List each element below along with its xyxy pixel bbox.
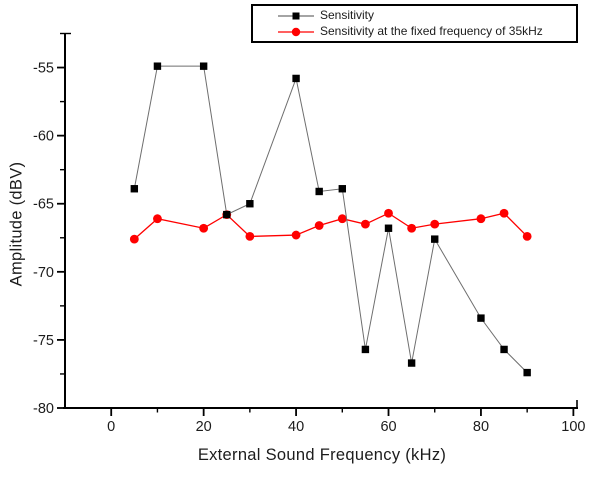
data-marker-square: [431, 235, 439, 243]
legend-item-fixed-frequency: Sensitivity at the fixed frequency of 35…: [278, 24, 576, 39]
data-marker-square: [477, 314, 485, 322]
y-tick-label: -80: [33, 401, 54, 417]
series-line-1: [133, 212, 528, 240]
data-marker-square: [384, 224, 393, 232]
data-marker-square: [292, 74, 300, 83]
data-marker-square: [153, 62, 162, 70]
data-marker-circle: [384, 208, 393, 218]
data-marker-circle: [361, 219, 370, 229]
data-marker-square: [361, 345, 370, 354]
x-tick-label: 20: [196, 419, 212, 435]
data-marker-circle: [522, 232, 532, 241]
data-marker-square: [523, 368, 531, 377]
data-marker-circle: [430, 219, 440, 229]
x-axis-title: External Sound Frequency (kHz): [197, 446, 447, 464]
legend: Sensitivity Sensitivity at the fixed fre…: [251, 4, 578, 43]
x-tick-label: 100: [561, 419, 585, 435]
y-tick-label: -60: [33, 129, 54, 145]
data-marker-circle: [153, 214, 162, 224]
black-square-line-icon: [278, 12, 314, 19]
data-marker-square: [315, 187, 323, 196]
legend-label-fixed-frequency: Sensitivity at the fixed frequency of 35…: [320, 24, 543, 38]
data-marker-square: [407, 359, 416, 367]
data-marker-square: [223, 210, 231, 219]
data-marker-square: [246, 200, 254, 208]
series-line-0: [133, 65, 528, 373]
x-tick-label: 80: [473, 419, 489, 435]
x-tick-label: 0: [107, 419, 115, 435]
data-marker-square: [500, 345, 508, 354]
data-marker-square: [130, 185, 139, 193]
legend-label-sensitivity: Sensitivity: [320, 8, 375, 22]
y-tick-label: -65: [33, 197, 54, 213]
data-marker-circle: [337, 214, 347, 224]
red-circle-line-icon: [278, 27, 314, 36]
data-marker-square: [199, 62, 208, 70]
data-marker-circle: [129, 234, 139, 244]
y-tick-label: -70: [33, 265, 54, 281]
data-marker-circle: [499, 208, 509, 218]
data-marker-circle: [291, 230, 301, 240]
data-marker-circle: [407, 223, 417, 233]
x-tick-label: 60: [380, 419, 396, 435]
data-marker-circle: [476, 214, 486, 224]
y-tick-label: -55: [33, 61, 54, 77]
y-tick-label: -75: [33, 333, 54, 349]
x-tick-label: 40: [288, 419, 304, 435]
data-marker-circle: [314, 221, 324, 230]
data-marker-square: [338, 185, 346, 193]
data-marker-circle: [199, 223, 209, 233]
legend-item-sensitivity: Sensitivity: [278, 8, 576, 23]
y-axis-title: Amplitude (dBV): [7, 161, 26, 287]
data-marker-circle: [245, 232, 255, 241]
